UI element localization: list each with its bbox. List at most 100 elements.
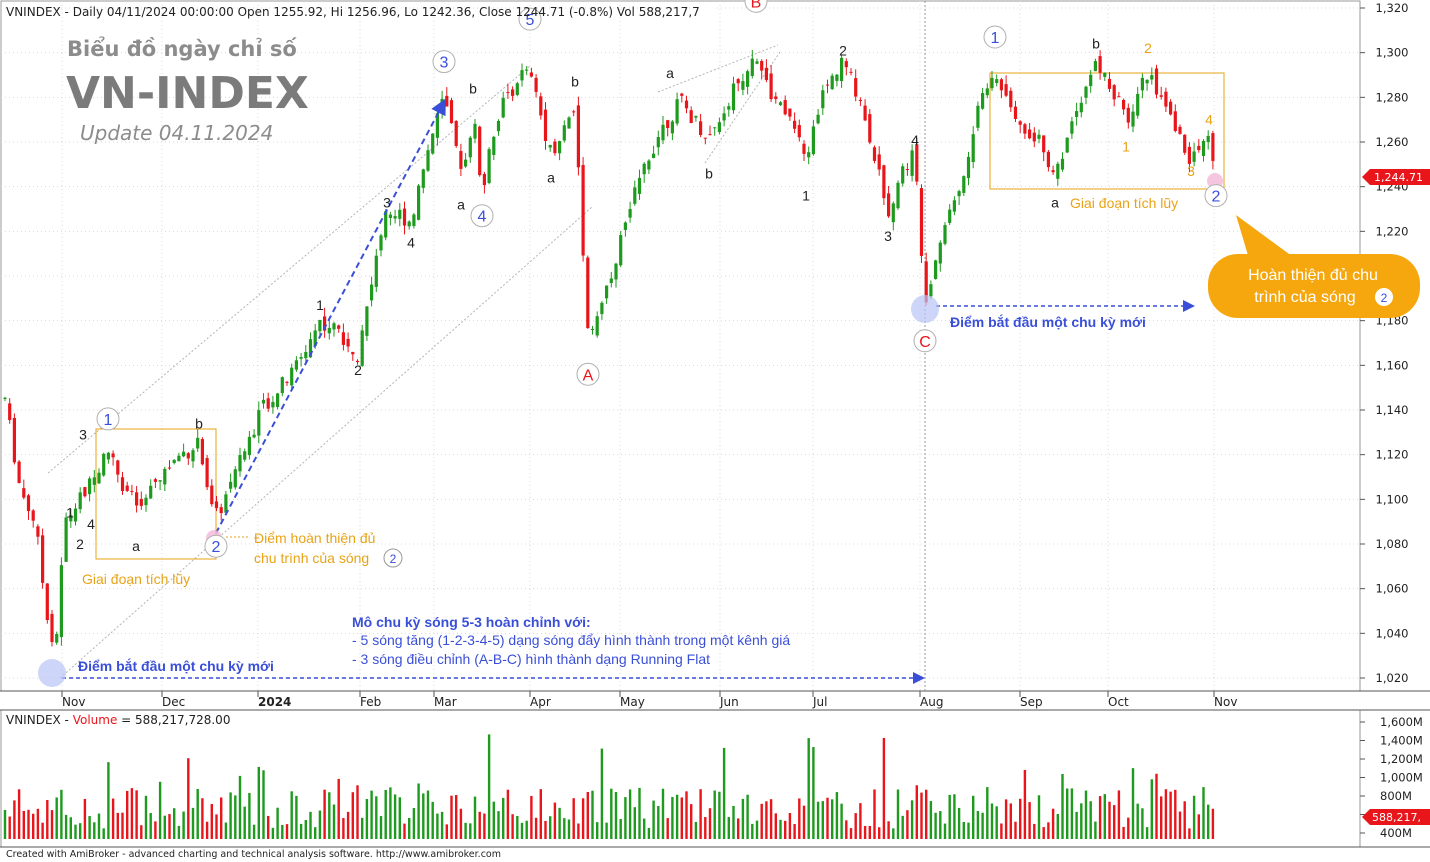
volume-bar [525,820,528,839]
volume-bar [675,794,679,839]
candle-body [106,452,110,460]
candle-body [55,633,59,643]
wave-label: 2 [76,536,84,552]
candle-body [1169,101,1173,115]
candle-body [661,124,665,141]
candle-body [431,133,435,154]
time-tick-label: Sep [1020,695,1043,709]
volume-bar [93,822,96,839]
candle-body [872,147,877,161]
candle-body [778,102,783,106]
candle-body [454,120,458,146]
volume-bar [205,821,209,839]
volume-bar [925,789,928,839]
volume-bar [769,799,773,839]
candle-body [1206,135,1210,143]
volume-bar [1033,823,1036,839]
candle-body [153,479,157,482]
wave-label: B [751,0,762,11]
candle-body [1056,163,1060,179]
volume-bar [915,785,918,839]
volume-bar [177,825,181,839]
volume-bar [661,788,665,839]
volume-bar [464,822,467,839]
volume-bar [690,804,693,839]
volume-bar [1197,814,1200,839]
candlesticks [3,49,1215,647]
volume-bar [1061,773,1064,839]
volume-bar [539,789,542,839]
candle-body [919,188,924,256]
candle-body [760,61,764,71]
candle-body [905,169,909,171]
time-tick-label: Feb [360,695,381,709]
volume-bar [1164,789,1168,839]
wave-label: 1 [104,412,113,429]
candle-body [478,126,482,176]
candle-body [1136,93,1140,116]
volume-bar [591,790,594,839]
candle-body [233,469,237,488]
candle-body [910,150,914,176]
candle-body [393,216,397,219]
candle-body [1187,146,1191,164]
volume-bar [873,789,876,839]
candle-body [647,160,651,170]
volume-bar [102,828,105,839]
time-tick-label: Nov [62,695,85,709]
volume-bar [389,787,392,839]
candle-body [609,278,613,284]
volume-bar [215,814,218,839]
candle-body [374,255,378,287]
wave-label: a [547,170,555,186]
volume-bar [403,823,406,839]
candle-body [210,485,214,505]
grid [1,1,1360,691]
volume-bar [1178,811,1182,839]
volume-bar [737,818,740,839]
candle-body [172,459,176,463]
volume-bar [408,817,411,839]
volume-bar [788,813,792,839]
volume-bar [328,792,331,839]
volume-bar [121,812,124,839]
wave2-complete-label-2: chu trình của sóng [254,550,369,566]
candle-body [699,121,703,135]
volume-bar [901,815,904,839]
volume-bar [267,815,270,839]
volume-bar [158,781,162,839]
candle-body [525,69,529,71]
volume-bar [271,827,275,839]
candle-body [468,137,472,158]
candle-body [384,211,388,238]
volume-bar [455,795,458,839]
candle-body [562,125,566,141]
volume-bar [1004,799,1008,839]
candle-body [840,57,844,82]
volume-bar [633,807,636,839]
volume-bar [140,825,143,839]
candle-body [934,260,938,280]
wave-label: 3 [1187,163,1195,179]
volume-bar [605,822,608,839]
volume-bar [375,796,378,839]
volume-bar [1000,823,1003,839]
candle-body [854,78,858,97]
candle-body [741,81,745,90]
candle-body [88,478,92,495]
volume-bar [191,807,195,839]
candle-body [1131,111,1135,127]
volume-bar [849,828,853,839]
candle-body [1079,102,1083,113]
candle-body [731,83,736,111]
wave3-arrow [215,98,446,534]
candle-body [1009,90,1013,108]
volume-bar [1037,795,1041,839]
volume-bar [572,798,575,839]
candle-body [294,360,298,370]
volume-bar [722,747,726,839]
volume-bar [760,803,763,839]
volume-bar [299,823,303,839]
volume-bar [995,806,998,839]
candle-body [572,111,576,113]
